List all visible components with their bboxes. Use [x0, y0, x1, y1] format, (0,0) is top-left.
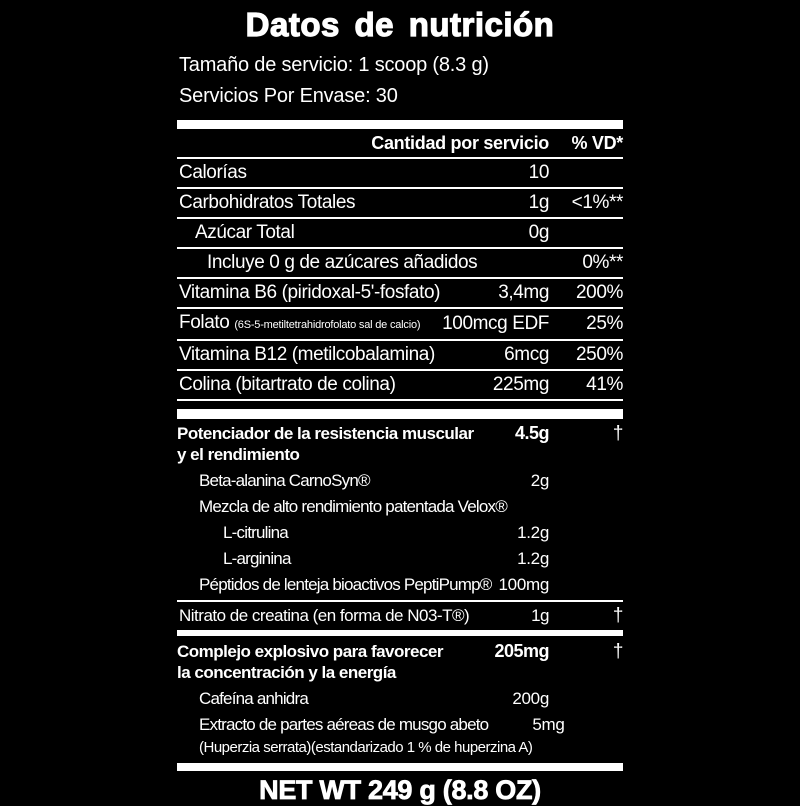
nutrient-name: Vitamina B6 (piridoxal-5'-fosfato)	[179, 282, 441, 303]
dagger-symbol: †	[612, 641, 624, 662]
servings-per-container-text: Servicios Por Envase: 30	[179, 85, 398, 107]
subrow-l-arginine: L-arginina 1.2g	[177, 546, 623, 572]
table-row-vitamin-b6: Vitamina B6 (piridoxal-5'-fosfato) 3,4mg…	[177, 279, 623, 309]
nutrient-name-main: Folato	[179, 312, 230, 333]
divider-bar-top	[177, 120, 623, 129]
nutrient-amount: 1g	[531, 606, 549, 625]
section-amount: 4.5g	[514, 423, 550, 443]
nutrition-facts-panel: Datos de nutrición Tamaño de servicio: 1…	[177, 0, 624, 806]
section-name: Potenciador de la resistencia muscular y…	[177, 424, 474, 464]
ingredient-name: L-citrulina	[223, 523, 289, 542]
nutrient-name-detail: (6S-5-metiltetrahidrofolato sal de calci…	[234, 319, 421, 331]
nutrient-name: Colina (bitartrato de colina)	[179, 374, 396, 395]
dagger-symbol: †	[612, 605, 624, 626]
page-title: Datos de nutrición	[245, 5, 555, 43]
nutrient-amount: 1g	[528, 192, 550, 213]
nutrient-dv: 41%	[586, 374, 623, 395]
nutrient-name: Folato (6S-5-metiltetrahidrofolato sal d…	[177, 311, 421, 337]
divider-bar-endurance	[177, 409, 623, 419]
serving-size-text: Tamaño de servicio: 1 scoop (8.3 g)	[179, 54, 489, 76]
nutrient-amount: 0g	[528, 222, 550, 243]
ingredient-amount: 1.2g	[517, 523, 549, 542]
table-row-total-sugar: Azúcar Total 0g	[177, 219, 623, 249]
dagger-symbol: †	[612, 423, 624, 444]
ingredient-amount: 100mg	[498, 575, 550, 594]
table-row-creatine-nitrate: Nitrato de creatina (en forma de N03-T®)…	[177, 600, 624, 630]
nutrient-amount: 10	[528, 162, 550, 183]
nutrient-name: Nitrato de creatina (en forma de N03-T®)	[179, 606, 470, 625]
subrow-toothed-clubmoss: Extracto de partes aéreas de musgo abeto…	[177, 712, 623, 759]
nutrient-dv: 200%	[576, 282, 623, 303]
nutrient-amount: 6mcg	[504, 344, 549, 365]
column-header-amount: Cantidad por servicio	[371, 133, 549, 153]
subrow-beta-alanine: Beta-alanina CarnoSyn® 2g	[177, 468, 623, 494]
column-header-dv: % VD*	[571, 133, 623, 153]
nutrient-name: Carbohidratos Totales	[179, 192, 356, 213]
net-weight-text: NET WT 249 g (8.8 OZ)	[259, 775, 542, 806]
nutrient-dv: <1%**	[571, 192, 624, 213]
ingredient-name: L-arginina	[223, 549, 291, 568]
nutrient-amount: 100mcg EDF	[442, 313, 549, 334]
ingredient-amount: 1.2g	[517, 549, 549, 568]
ingredient-name: Péptidos de lenteja bioactivos PeptiPump…	[199, 575, 492, 594]
subrow-l-citrulline: L-citrulina 1.2g	[177, 520, 623, 546]
subrow-peptipump: Péptidos de lenteja bioactivos PeptiPump…	[177, 572, 623, 598]
nutrient-amount: 225mg	[492, 374, 550, 395]
ingredient-name: Mezcla de alto rendimiento patentada Vel…	[199, 497, 508, 516]
nutrient-name: Incluye 0 g de azúcares añadidos	[207, 252, 478, 273]
table-row-vitamin-b12: Vitamina B12 (metilcobalamina) 6mcg 250%	[177, 341, 623, 371]
nutrient-amount: 3,4mg	[498, 282, 549, 303]
table-row-added-sugar: Incluye 0 g de azúcares añadidos 0%**	[177, 249, 623, 279]
ingredient-amount: 200g	[512, 689, 549, 708]
table-row-choline: Colina (bitartrato de colina) 225mg 41%	[177, 371, 623, 401]
nutrient-name: Vitamina B12 (metilcobalamina)	[179, 344, 435, 365]
nutrient-dv: 0%**	[582, 252, 623, 273]
ingredient-name-line1: Extracto de partes aéreas de musgo abeto	[199, 715, 489, 734]
ingredient-amount: 2g	[530, 471, 550, 490]
subrow-caffeine: Cafeína anhidra 200g	[177, 686, 623, 712]
divider-bar-bottom	[177, 763, 623, 771]
ingredient-amount: 5mg	[532, 715, 565, 734]
section-amount: 205mg	[494, 641, 549, 661]
section-header-endurance: Potenciador de la resistencia muscular y…	[177, 423, 624, 465]
nutrient-dv: 25%	[586, 313, 623, 334]
ingredient-name: Extracto de partes aéreas de musgo abeto…	[177, 713, 533, 758]
ingredient-name-line2: (Huperzia serrata)(estandarizado 1 % de …	[199, 739, 533, 756]
ingredient-name: Beta-alanina CarnoSyn®	[199, 471, 371, 490]
nutrient-name: Azúcar Total	[195, 222, 295, 243]
subrow-velox-blend: Mezcla de alto rendimiento patentada Vel…	[177, 494, 623, 520]
table-row-calories: Calorías 10	[177, 159, 623, 189]
nutrient-name: Calorías	[179, 162, 247, 183]
table-header-row: Cantidad por servicio % VD*	[177, 129, 623, 159]
ingredient-name: Cafeína anhidra	[199, 689, 309, 708]
table-row-total-carbs: Carbohidratos Totales 1g <1%**	[177, 189, 623, 219]
divider-bar-energy	[177, 630, 623, 636]
table-row-folate: Folato (6S-5-metiltetrahidrofolato sal d…	[177, 309, 623, 341]
section-name: Complejo explosivo para favorecer la con…	[177, 642, 444, 682]
section-header-energy: Complejo explosivo para favorecer la con…	[177, 641, 624, 683]
nutrient-dv: 250%	[576, 344, 623, 365]
